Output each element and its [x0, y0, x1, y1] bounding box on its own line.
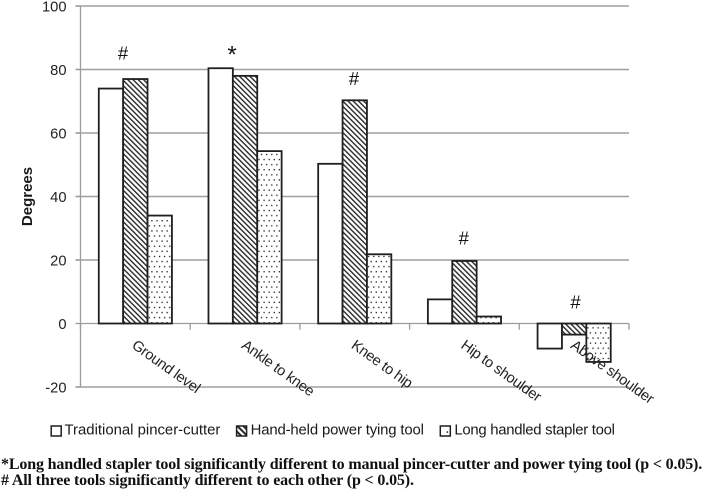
svg-text:Knee to hip: Knee to hip — [348, 338, 415, 392]
svg-text:Above shoulder: Above shoulder — [567, 338, 656, 408]
svg-text:Hand-held power tying tool: Hand-held power tying tool — [251, 422, 424, 438]
svg-text:Degrees: Degrees — [19, 167, 36, 226]
svg-text:#: # — [349, 68, 360, 89]
svg-text:-20: -20 — [45, 381, 66, 397]
svg-text:20: 20 — [50, 254, 66, 270]
svg-text:40: 40 — [50, 190, 66, 206]
svg-text:0: 0 — [58, 317, 66, 333]
svg-text:#: # — [459, 228, 470, 249]
svg-text:*: * — [227, 41, 236, 68]
svg-text:#: # — [118, 42, 129, 63]
svg-text:100: 100 — [42, 0, 67, 16]
svg-text:Ankle to knee: Ankle to knee — [238, 338, 317, 401]
svg-text:80: 80 — [50, 63, 66, 79]
svg-text:60: 60 — [50, 127, 66, 143]
svg-text:#: # — [570, 291, 581, 312]
svg-text:Traditional pincer-cutter: Traditional pincer-cutter — [65, 422, 221, 438]
svg-text:Long handled stapler tool: Long handled stapler tool — [454, 422, 614, 438]
svg-text:Ground level: Ground level — [129, 338, 203, 397]
svg-text:Hip to shoulder: Hip to shoulder — [458, 338, 544, 406]
